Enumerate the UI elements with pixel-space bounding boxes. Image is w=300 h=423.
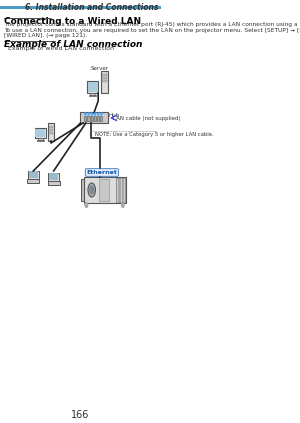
- Text: LAN cable (not supplied): LAN cable (not supplied): [113, 115, 181, 121]
- Bar: [35, 129, 45, 137]
- Bar: [102, 74, 107, 76]
- Text: The projector comes standard with a Ethernet port (RJ-45) which provides a LAN c: The projector comes standard with a Ethe…: [4, 22, 300, 27]
- Bar: [89, 95, 96, 96]
- Bar: [27, 179, 39, 183]
- Circle shape: [94, 113, 95, 115]
- Circle shape: [85, 203, 88, 208]
- Bar: [102, 77, 107, 79]
- Text: [WIRED LAN]. (→ page 121).: [WIRED LAN]. (→ page 121).: [4, 33, 87, 38]
- Bar: [91, 116, 93, 121]
- Bar: [35, 127, 46, 138]
- Circle shape: [122, 203, 124, 208]
- Bar: [97, 116, 99, 121]
- Circle shape: [88, 113, 89, 115]
- Bar: [102, 80, 107, 82]
- Bar: [48, 181, 59, 185]
- Text: Ethernet: Ethernet: [86, 170, 117, 175]
- Circle shape: [88, 183, 95, 197]
- Text: 6. Installation and Connections: 6. Installation and Connections: [25, 3, 158, 11]
- Bar: [81, 179, 84, 201]
- Bar: [48, 123, 54, 141]
- Bar: [80, 112, 108, 123]
- Text: Server: Server: [90, 66, 108, 71]
- Bar: [49, 132, 53, 134]
- Text: NOTE: Use a Category 5 or higher LAN cable.: NOTE: Use a Category 5 or higher LAN cab…: [95, 132, 214, 137]
- Bar: [101, 71, 108, 93]
- Bar: [28, 170, 39, 179]
- Bar: [48, 173, 59, 181]
- Circle shape: [89, 186, 94, 195]
- Bar: [87, 81, 98, 93]
- Bar: [29, 171, 38, 179]
- Circle shape: [101, 113, 102, 115]
- Bar: [84, 116, 86, 121]
- Text: Hub: Hub: [108, 113, 119, 118]
- Text: To use a LAN connection, you are required to set the LAN on the projector menu. : To use a LAN connection, you are require…: [4, 27, 300, 33]
- Circle shape: [85, 113, 86, 115]
- Text: Example of LAN connection: Example of LAN connection: [4, 40, 143, 49]
- Bar: [116, 178, 125, 202]
- Bar: [94, 116, 96, 121]
- Bar: [87, 116, 90, 121]
- Bar: [90, 93, 95, 96]
- Bar: [99, 179, 110, 201]
- Bar: [88, 82, 98, 92]
- Circle shape: [91, 113, 92, 115]
- Text: 166: 166: [71, 410, 90, 420]
- Bar: [84, 177, 125, 203]
- Text: Connecting to a Wired LAN: Connecting to a Wired LAN: [4, 17, 141, 26]
- Text: Example of wired LAN connection: Example of wired LAN connection: [8, 46, 113, 51]
- Bar: [100, 116, 103, 121]
- Bar: [49, 126, 53, 128]
- Bar: [49, 129, 53, 131]
- Circle shape: [98, 113, 99, 115]
- Bar: [0, 6, 161, 9]
- Bar: [38, 138, 43, 140]
- Bar: [49, 173, 58, 181]
